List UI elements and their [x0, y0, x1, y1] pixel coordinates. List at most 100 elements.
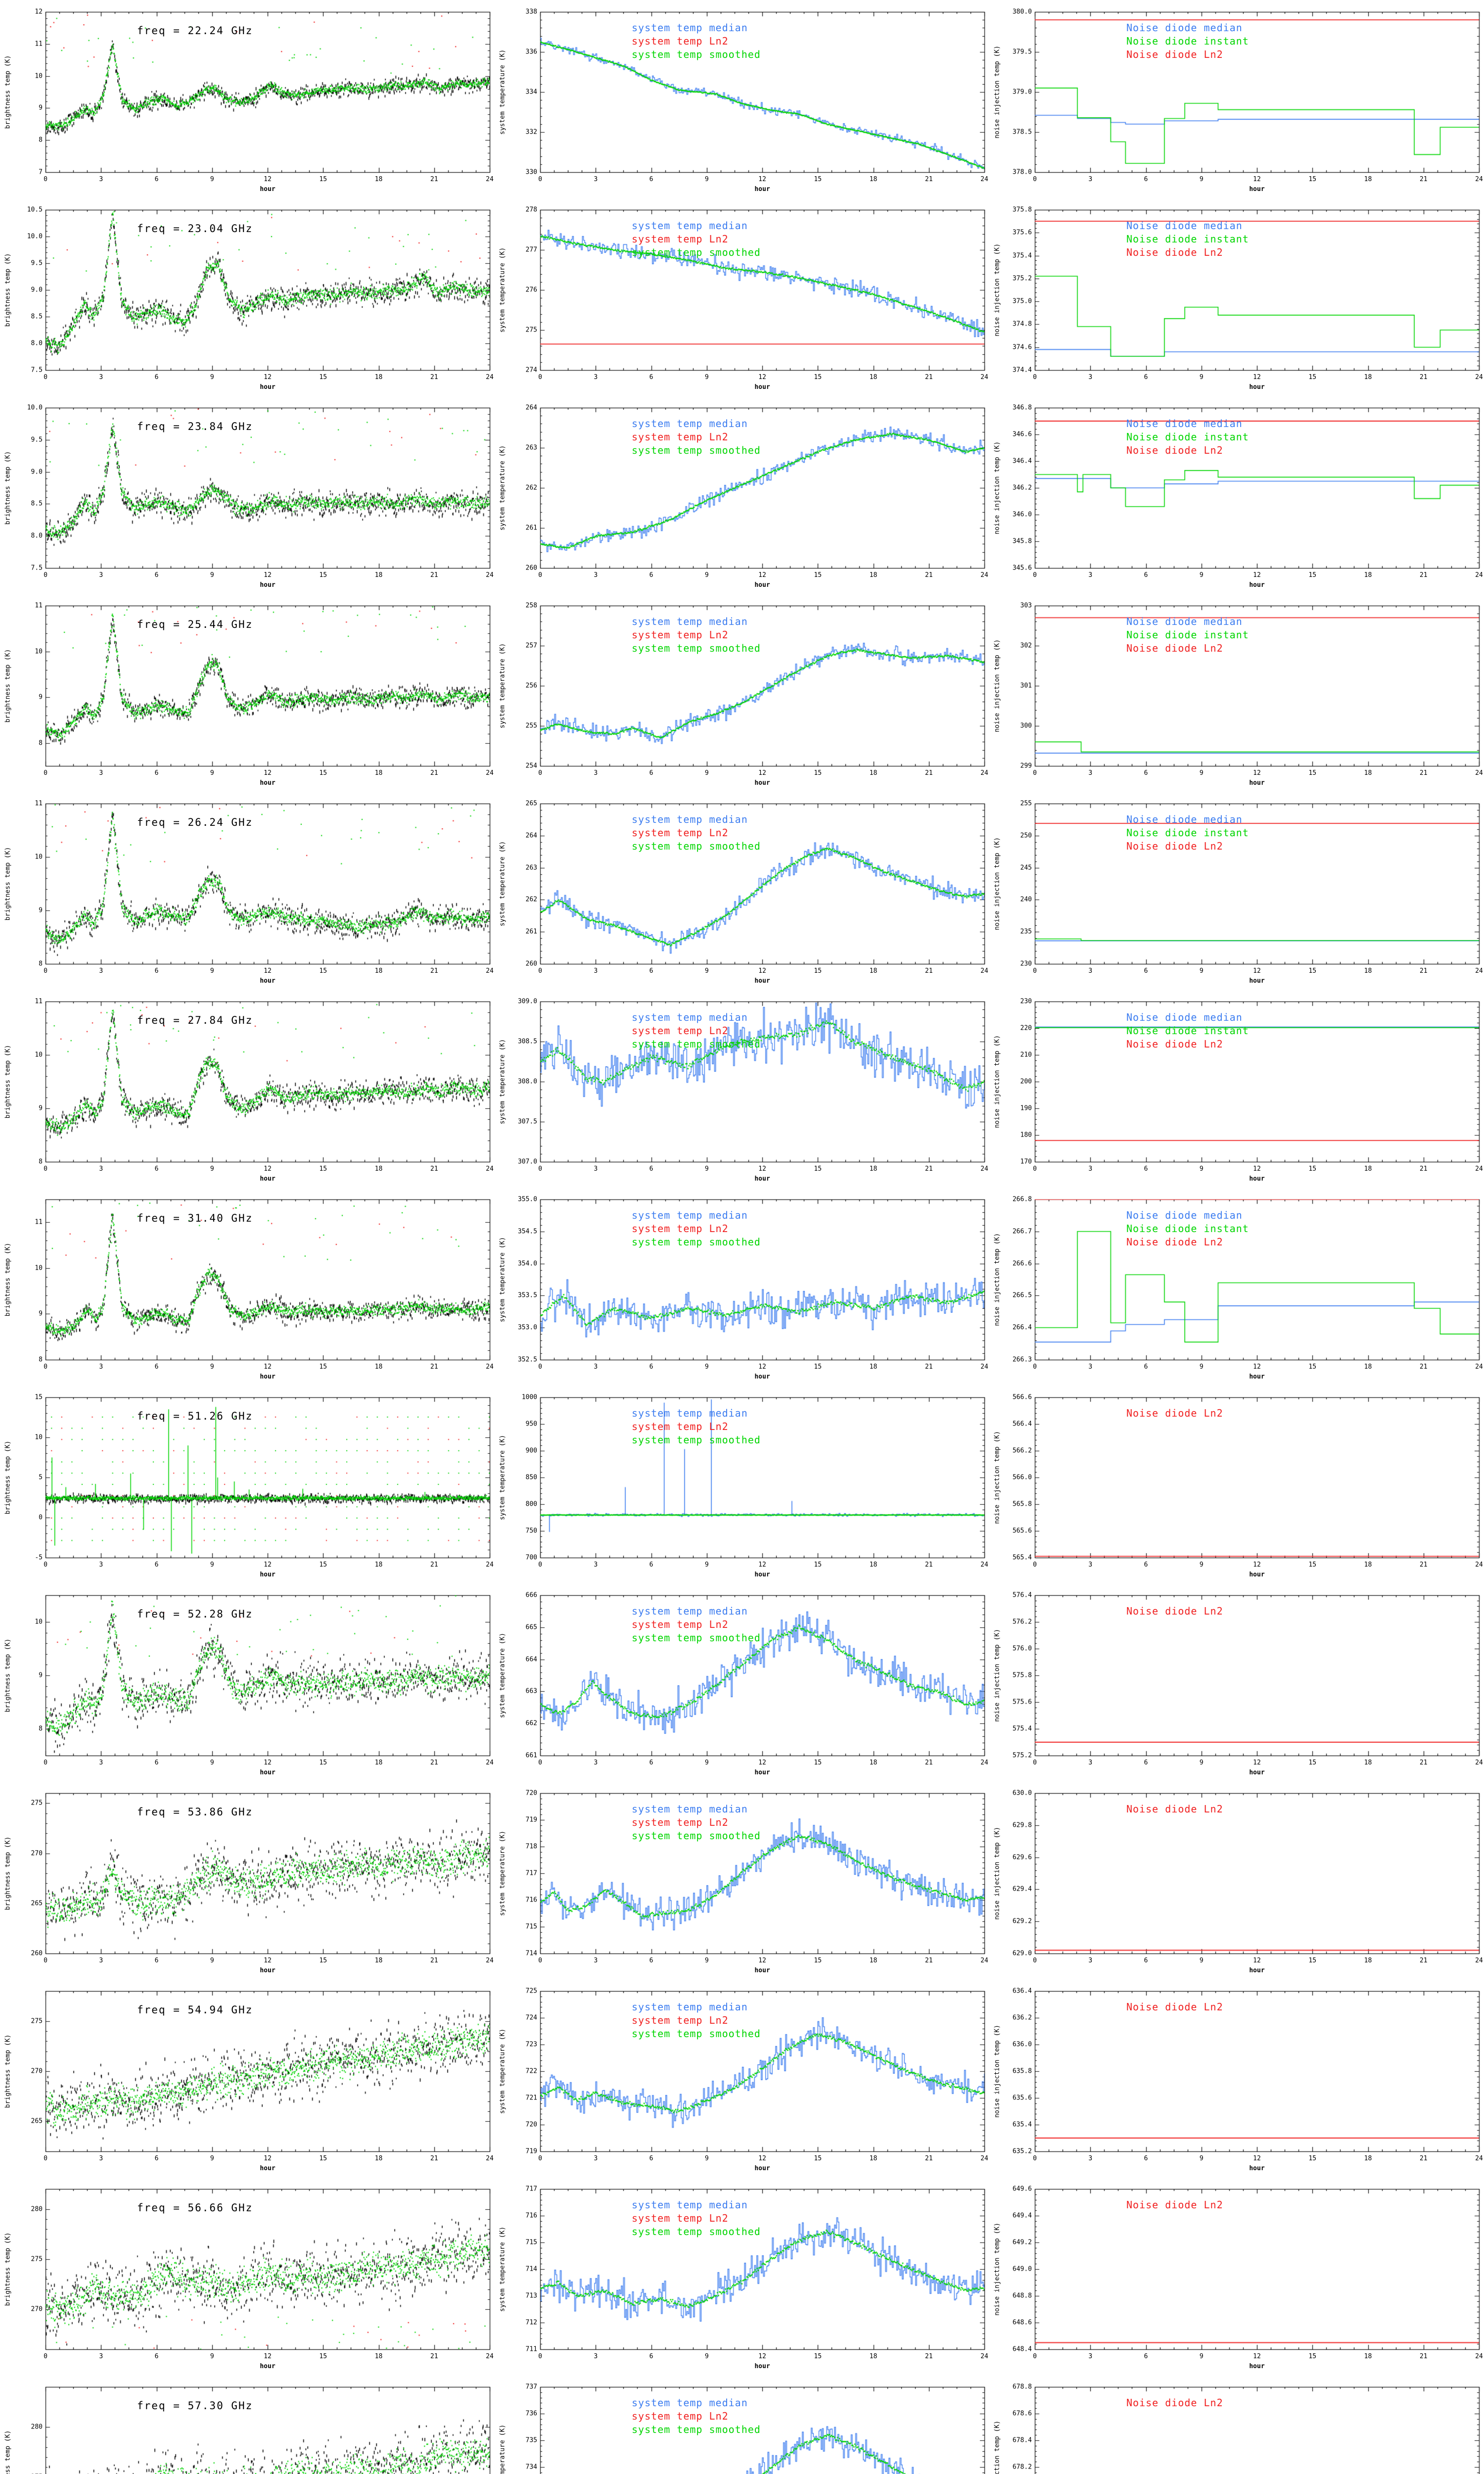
x-tick-label: 12 [264, 571, 272, 579]
x-tick-label: 9 [210, 769, 214, 777]
legend-entry: system temp Ln2 [632, 233, 729, 245]
x-tick-label: 24 [486, 1561, 494, 1569]
plot-canvas [495, 198, 989, 396]
freq-label: freq = 52.28 GHz [137, 1608, 253, 1620]
legend-entry: system temp smoothed [632, 1236, 761, 1248]
x-tick-label: 3 [594, 374, 598, 381]
x-tick-label: 0 [44, 1363, 47, 1371]
x-tick-label: 12 [264, 1561, 272, 1569]
x-tick-label: 21 [1419, 1363, 1428, 1371]
y-tick-label: 307.5 [517, 1118, 537, 1126]
x-tick-label: 9 [1199, 1759, 1204, 1766]
y-tick-label: 264 [525, 404, 537, 412]
y-axis-label: system temperature (K) [499, 2226, 507, 2312]
x-tick-label: 21 [925, 2353, 933, 2360]
x-tick-label: 6 [1144, 374, 1148, 381]
x-tick-label: 21 [925, 1363, 933, 1371]
freq-label: freq = 22.24 GHz [137, 25, 253, 37]
x-tick-label: 6 [1144, 1561, 1148, 1569]
legend-entry: system temp Ln2 [632, 629, 729, 641]
y-tick-label: 260 [525, 960, 537, 968]
plot-canvas [495, 0, 989, 198]
y-axis-label: brightness temp (K) [4, 1440, 12, 1515]
y-tick-label: 276 [525, 286, 537, 294]
x-tick-label: 24 [980, 2353, 988, 2360]
x-tick-label: 15 [814, 571, 822, 579]
x-tick-label: 9 [1199, 2353, 1204, 2360]
x-tick-label: 18 [374, 1363, 383, 1371]
y-tick-label: 309.0 [517, 998, 537, 1005]
x-tick-label: 24 [980, 1165, 988, 1173]
y-tick-label: 374.6 [1012, 343, 1032, 351]
x-axis-label: hour [754, 1967, 770, 1974]
x-tick-label: 21 [1419, 1957, 1428, 1964]
x-tick-label: 3 [1088, 1957, 1093, 1964]
y-tick-label: 270 [31, 1850, 43, 1857]
x-tick-label: 24 [486, 2353, 494, 2360]
x-tick-label: 21 [1419, 967, 1428, 975]
x-tick-label: 6 [154, 571, 159, 579]
x-tick-label: 6 [154, 1363, 159, 1371]
legend-entry: system temp median [632, 22, 748, 34]
y-tick-label: 666 [525, 1591, 537, 1599]
legend-entry: system temp smoothed [632, 246, 761, 258]
y-axis-label: system temperature (K) [499, 1830, 507, 1916]
y-tick-label: 346.4 [1012, 457, 1032, 465]
y-tick-label: 566.6 [1012, 1393, 1032, 1401]
x-tick-label: 6 [649, 176, 653, 183]
x-axis-label: hour [754, 2363, 770, 2370]
x-tick-label: 9 [704, 1165, 709, 1173]
x-tick-label: 24 [486, 1363, 494, 1371]
plot-canvas [495, 1385, 989, 1583]
plot-canvas [989, 1979, 1484, 2177]
y-tick-label: 9 [39, 1104, 43, 1112]
y-tick-label: 375.6 [1012, 229, 1032, 237]
legend-entry: Noise diode Ln2 [1126, 2199, 1223, 2211]
x-tick-label: 15 [319, 2155, 327, 2162]
y-tick-label: 8.5 [31, 500, 43, 508]
x-tick-label: 24 [1475, 2353, 1483, 2360]
y-tick-label: 716 [525, 2212, 537, 2220]
y-axis-label: system temperature (K) [499, 247, 507, 333]
x-tick-label: 12 [264, 374, 272, 381]
x-tick-label: 18 [869, 571, 878, 579]
x-tick-label: 18 [1364, 1165, 1372, 1173]
x-tick-label: 21 [925, 571, 933, 579]
x-tick-label: 21 [925, 2155, 933, 2162]
y-tick-label: 566.0 [1012, 1474, 1032, 1481]
x-tick-label: 12 [264, 1363, 272, 1371]
x-tick-label: 0 [538, 176, 542, 183]
y-tick-label: 255 [525, 722, 537, 730]
x-tick-label: 0 [44, 571, 47, 579]
y-tick-label: 354.0 [517, 1260, 537, 1268]
x-tick-label: 18 [869, 176, 878, 183]
x-tick-label: 24 [980, 374, 988, 381]
x-tick-label: 3 [1088, 1165, 1093, 1173]
y-tick-label: 352.5 [517, 1356, 537, 1364]
y-tick-label: 308.5 [517, 1038, 537, 1046]
x-axis-label: hour [754, 1769, 770, 1776]
x-tick-label: 12 [264, 1957, 272, 1964]
y-tick-label: 575.8 [1012, 1671, 1032, 1679]
x-tick-label: 6 [649, 2353, 653, 2360]
x-tick-label: 15 [319, 769, 327, 777]
y-tick-label: 15 [35, 1393, 43, 1401]
plot-canvas [989, 1583, 1484, 1781]
x-axis-label: hour [1249, 977, 1265, 985]
y-axis-label: brightness temp (K) [4, 1638, 12, 1713]
subplot-row10-noise_diode: 629.0 629.2 629.4 629.6 629.8 630.0 0 3 6 9 12 15 18… [989, 1781, 1484, 1979]
y-tick-label: 346.2 [1012, 484, 1032, 492]
x-tick-label: 12 [264, 1165, 272, 1173]
subplot-row2-system: 274 275 276 277 278 0 3 6 9 12 15 18 21 24 hour system … [495, 198, 989, 396]
x-tick-label: 9 [1199, 1561, 1204, 1569]
subplot-row12-system: 711 712 713 714 715 716 717 0 3 6 9 12 15 18 21 24 hour s… [495, 2177, 989, 2375]
x-tick-label: 0 [1033, 1759, 1037, 1766]
plot-canvas [495, 1188, 989, 1385]
x-tick-label: 3 [1088, 1759, 1093, 1766]
x-tick-label: 0 [538, 2353, 542, 2360]
y-tick-label: 10.0 [27, 233, 43, 240]
x-tick-label: 15 [814, 967, 822, 975]
x-tick-label: 18 [1364, 1561, 1372, 1569]
freq-label: freq = 23.84 GHz [137, 421, 253, 432]
